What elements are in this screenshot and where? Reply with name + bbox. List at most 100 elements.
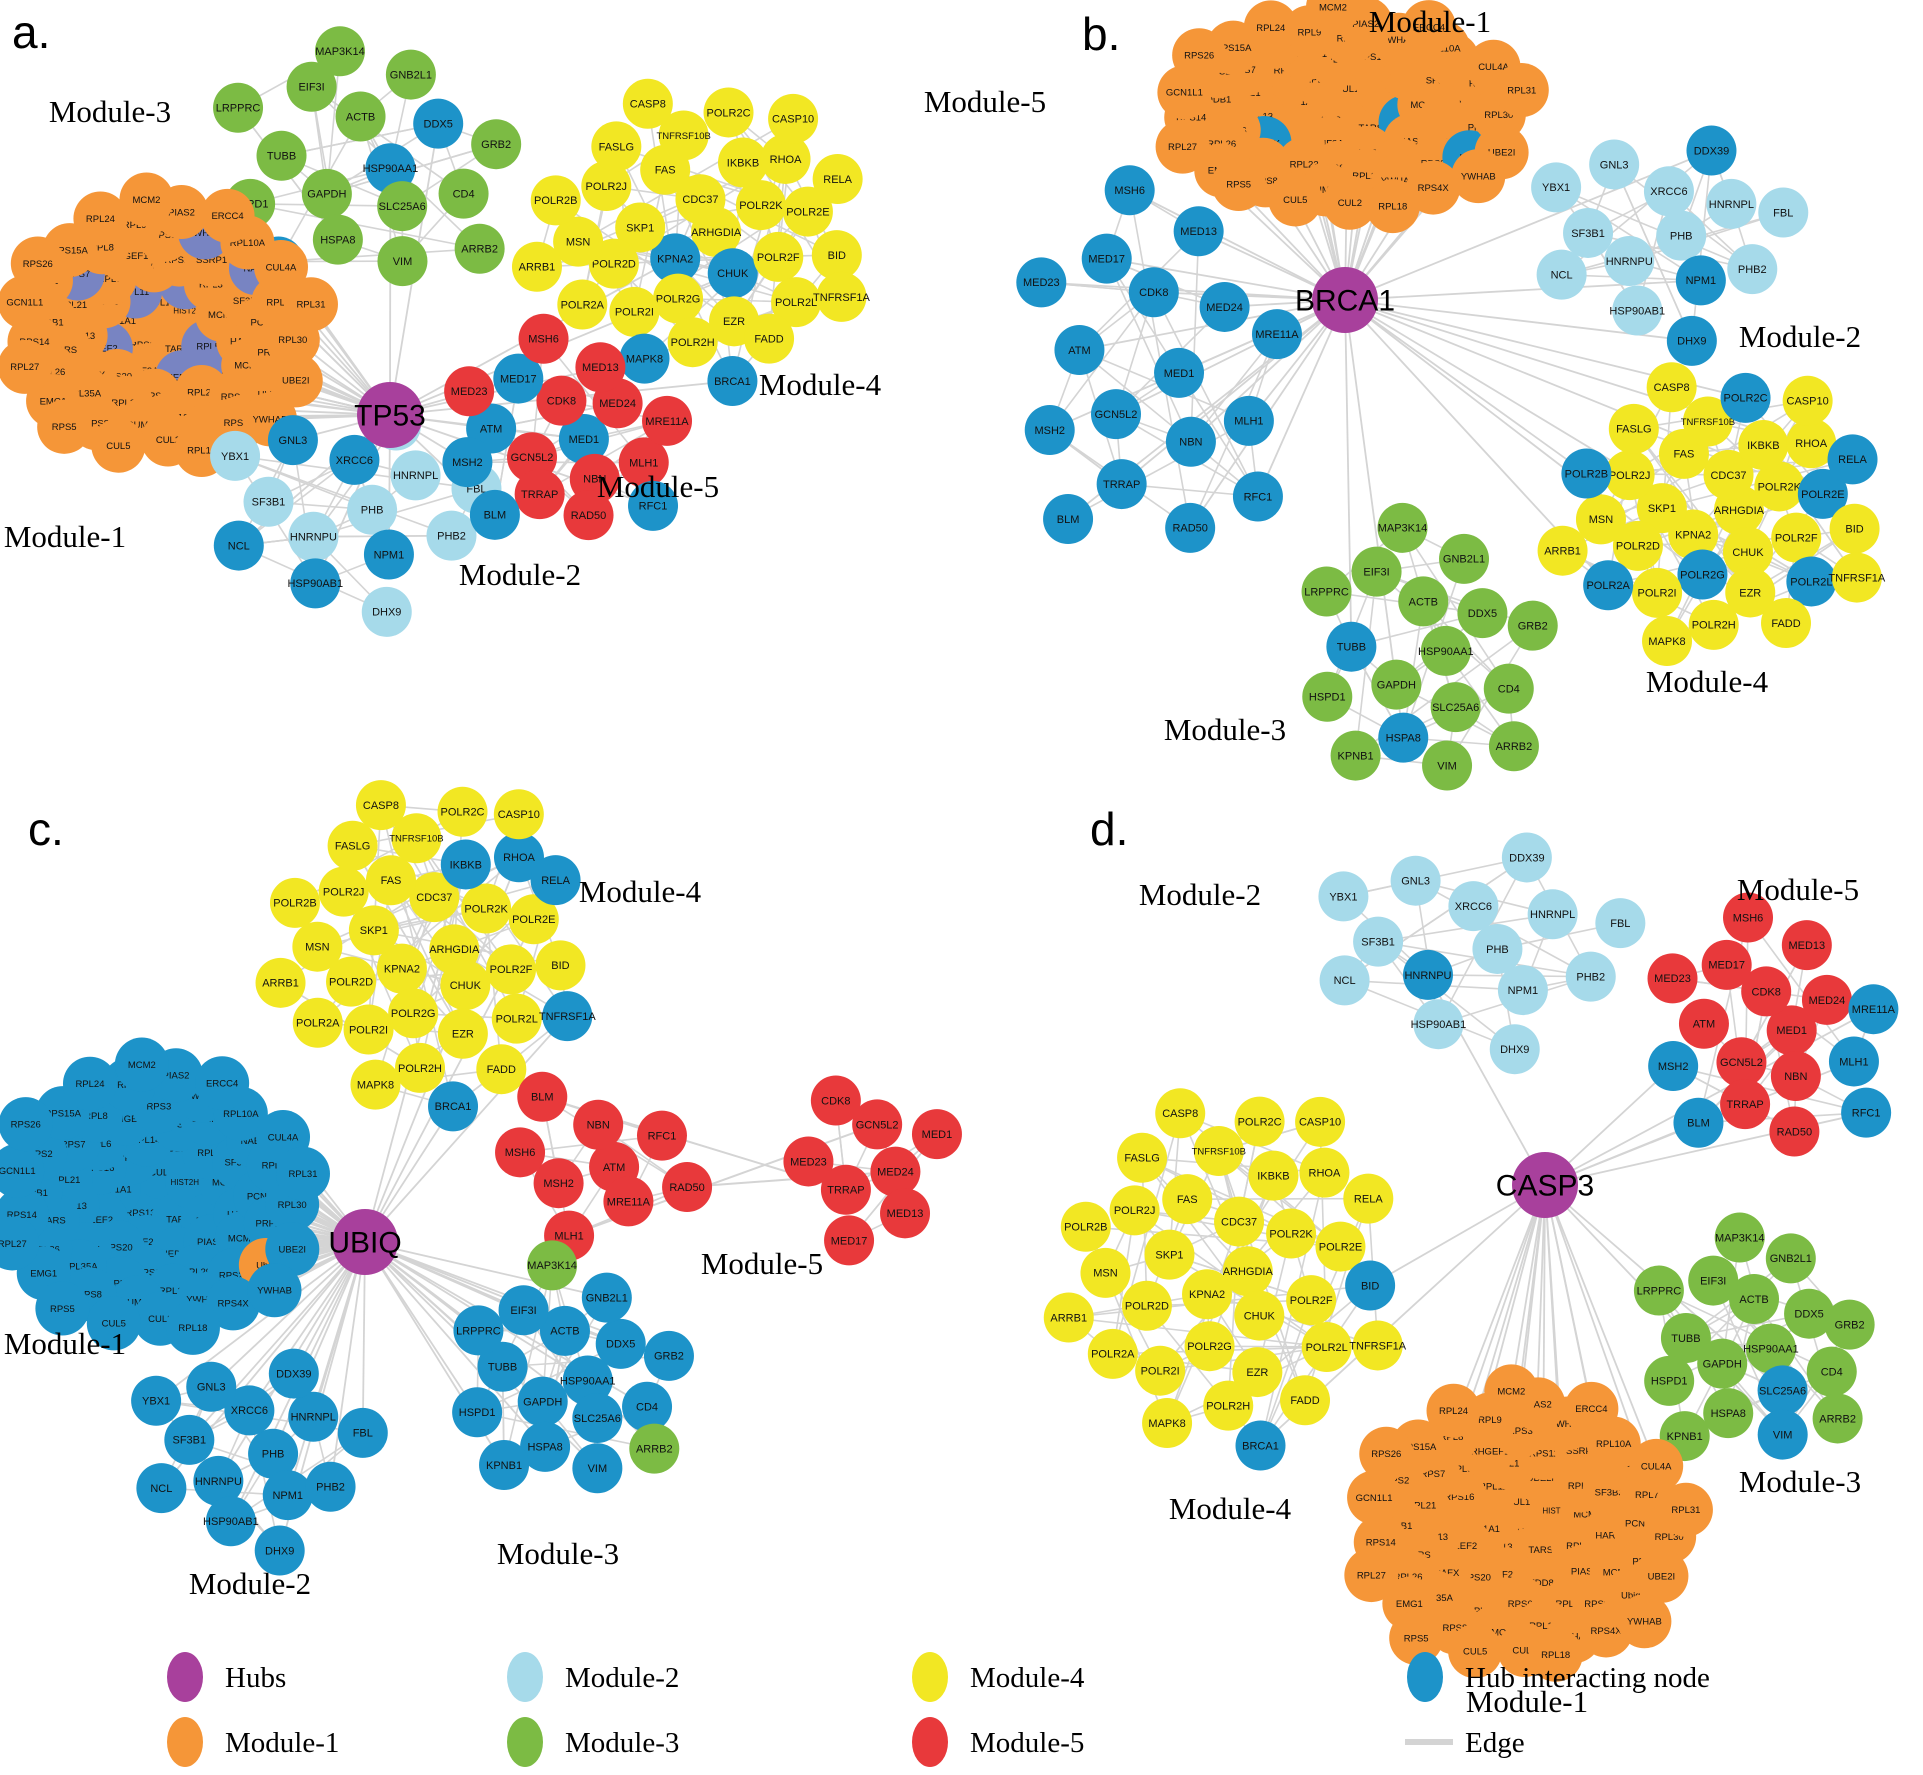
node-circle[interactable] <box>628 480 679 531</box>
node-GAPDH[interactable]: GAPDH <box>1371 659 1422 710</box>
node-ARRB2[interactable]: ARRB2 <box>1488 721 1539 772</box>
node-circle[interactable] <box>563 490 614 541</box>
node-TNFRSF1A[interactable]: TNFRSF1A <box>1828 552 1886 603</box>
node-CASP10[interactable]: CASP10 <box>768 93 819 144</box>
node-circle[interactable] <box>1642 616 1693 667</box>
node-MED13[interactable]: MED13 <box>575 342 626 393</box>
node-circle[interactable] <box>290 558 341 609</box>
node-MCM2[interactable]: MCM2 <box>119 172 174 227</box>
node-MSH6[interactable]: MSH6 <box>518 313 569 364</box>
node-circle[interactable] <box>376 943 427 994</box>
node-POLR2J[interactable]: POLR2J <box>1109 1185 1160 1236</box>
node-circle[interactable] <box>428 1081 479 1132</box>
node-circle[interactable] <box>301 168 352 219</box>
node-EIF3I[interactable]: EIF3I <box>286 61 337 112</box>
node-circle[interactable] <box>312 214 363 265</box>
node-RAD50[interactable]: RAD50 <box>563 490 614 541</box>
node-circle[interactable] <box>1537 525 1588 576</box>
node-circle[interactable] <box>442 437 493 488</box>
node-circle[interactable] <box>119 172 174 227</box>
node-POLR2C[interactable]: POLR2C <box>1720 372 1771 423</box>
node-CASP8[interactable]: CASP8 <box>622 78 673 129</box>
node-DDX5[interactable]: DDX5 <box>595 1318 646 1369</box>
node-YBX1[interactable]: YBX1 <box>210 430 261 481</box>
node-EIF3I[interactable]: EIF3I <box>1688 1255 1739 1306</box>
node-circle[interactable] <box>1827 434 1878 485</box>
node-NPM1[interactable]: NPM1 <box>1675 255 1726 306</box>
node-XRCC6[interactable]: XRCC6 <box>1448 881 1499 932</box>
node-ATM[interactable]: ATM <box>1678 998 1729 1049</box>
node-MED24[interactable]: MED24 <box>1199 281 1250 332</box>
node-circle[interactable] <box>588 238 639 289</box>
node-circle[interactable] <box>1420 625 1471 676</box>
node-HNRNPU[interactable]: HNRNPU <box>288 511 339 562</box>
node-circle[interactable] <box>1378 712 1429 763</box>
node-RAD50[interactable]: RAD50 <box>1165 502 1216 553</box>
node-GNB2L1[interactable]: GNB2L1 <box>385 49 436 100</box>
node-MLH1[interactable]: MLH1 <box>1223 395 1274 446</box>
node-NPM1[interactable]: NPM1 <box>262 1470 313 1521</box>
node-circle[interactable] <box>426 510 477 561</box>
node-circle[interactable] <box>1632 567 1683 618</box>
node-circle[interactable] <box>1703 449 1754 500</box>
node-GRB2[interactable]: GRB2 <box>471 119 522 170</box>
node-PHB[interactable]: PHB <box>347 484 398 535</box>
node-POLR2B[interactable]: POLR2B <box>1060 1201 1111 1252</box>
node-IKBKB[interactable]: IKBKB <box>440 839 491 890</box>
node-circle[interactable] <box>1377 502 1428 553</box>
node-circle[interactable] <box>1771 512 1822 563</box>
node-circle[interactable] <box>493 832 544 883</box>
node-POLR2L[interactable]: POLR2L <box>491 993 542 1044</box>
node-circle[interactable] <box>1727 244 1778 295</box>
node-circle[interactable] <box>1488 721 1539 772</box>
node-POLR2F[interactable]: POLR2F <box>486 944 537 995</box>
node-EZR[interactable]: EZR <box>437 1008 488 1059</box>
node-CASP8[interactable]: CASP8 <box>355 780 406 831</box>
node-circle[interactable] <box>1643 166 1694 217</box>
node-HSPD1[interactable]: HSPD1 <box>1302 671 1353 722</box>
node-SF3B1[interactable]: SF3B1 <box>243 476 294 527</box>
node-GNL3[interactable]: GNL3 <box>1589 139 1640 190</box>
node-circle[interactable] <box>409 872 460 923</box>
node-circle[interactable] <box>1677 549 1728 600</box>
node-NPM1[interactable]: NPM1 <box>363 529 414 580</box>
node-CD4[interactable]: CD4 <box>622 1381 673 1432</box>
node-circle[interactable] <box>1090 389 1141 440</box>
node-circle[interactable] <box>1024 405 1075 456</box>
node-circle[interactable] <box>557 279 608 330</box>
node-circle[interactable] <box>1305 0 1360 35</box>
node-circle[interactable] <box>491 993 542 1044</box>
node-CUL5[interactable]: CUL5 <box>1268 172 1323 227</box>
node-CD4[interactable]: CD4 <box>1806 1346 1857 1397</box>
node-POLR2C[interactable]: POLR2C <box>1234 1096 1285 1147</box>
node-circle[interactable] <box>318 866 369 917</box>
node-circle[interactable] <box>1782 375 1833 426</box>
node-circle[interactable] <box>365 143 416 194</box>
node-FADD[interactable]: FADD <box>1280 1375 1331 1426</box>
node-circle[interactable] <box>619 333 670 384</box>
node-POLR2D[interactable]: POLR2D <box>326 956 377 1007</box>
node-FADD[interactable]: FADD <box>744 313 795 364</box>
node-HSP90AB1[interactable]: HSP90AB1 <box>1609 285 1665 336</box>
node-DHX9[interactable]: DHX9 <box>361 586 412 637</box>
node-circle[interactable] <box>1326 621 1377 672</box>
node-circle[interactable] <box>1636 483 1687 534</box>
node-PHB[interactable]: PHB <box>1656 210 1707 261</box>
node-CDK8[interactable]: CDK8 <box>536 375 587 426</box>
node-BID[interactable]: BID <box>1345 1260 1396 1311</box>
node-circle[interactable] <box>1563 207 1614 258</box>
node-RPL24[interactable]: RPL24 <box>1426 1383 1481 1438</box>
node-GRB2[interactable]: GRB2 <box>1507 600 1558 651</box>
node-FASLG[interactable]: FASLG <box>327 820 378 871</box>
node-circle[interactable] <box>1738 420 1789 471</box>
node-circle[interactable] <box>255 957 306 1008</box>
node-POLR2G[interactable]: POLR2G <box>1677 549 1728 600</box>
node-POLR2H[interactable]: POLR2H <box>1688 599 1739 650</box>
node-ATM[interactable]: ATM <box>1054 324 1105 375</box>
node-circle[interactable] <box>377 236 428 287</box>
node-POLR2L[interactable]: POLR2L <box>1301 1321 1352 1372</box>
node-POLR2F[interactable]: POLR2F <box>753 231 804 282</box>
node-circle[interactable] <box>581 161 632 212</box>
node-MED24[interactable]: MED24 <box>870 1146 921 1197</box>
node-POLR2J[interactable]: POLR2J <box>1604 450 1655 501</box>
